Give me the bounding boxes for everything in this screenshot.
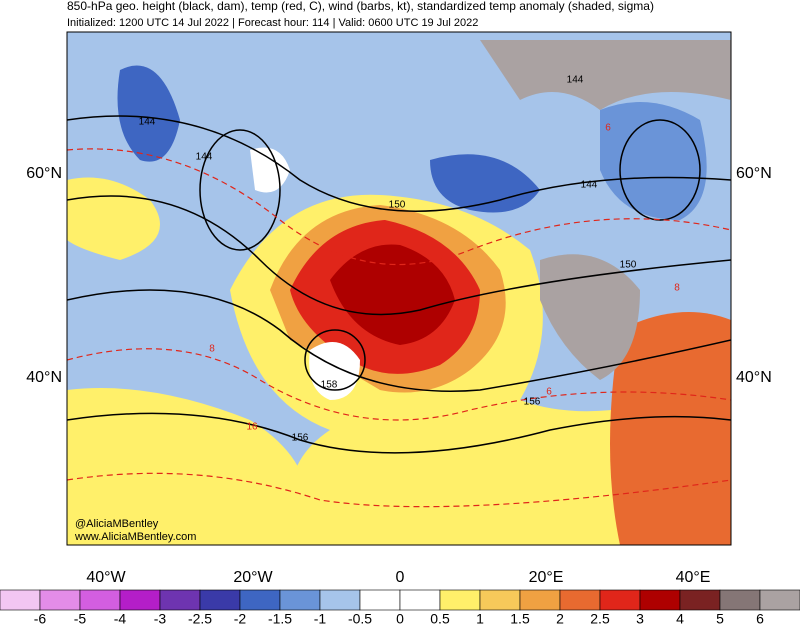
- subtitle: Initialized: 1200 UTC 14 Jul 2022 | Fore…: [67, 17, 478, 29]
- lon-label: 0: [396, 569, 405, 586]
- lat-label: 40°N: [736, 369, 772, 386]
- lat-label: 60°N: [736, 165, 772, 182]
- colorbar-box: [119, 589, 161, 611]
- colorbar-label: 1.5: [510, 611, 530, 627]
- colorbar-label: -1: [314, 611, 327, 627]
- colorbar-box: [319, 589, 361, 611]
- colorbar-box: [439, 589, 481, 611]
- colorbar-box: [239, 589, 281, 611]
- contour-label: 156: [292, 433, 309, 444]
- colorbar-label: -5: [74, 611, 87, 627]
- colorbar-box: [39, 589, 81, 611]
- colorbar-label: 3: [636, 611, 644, 627]
- colorbar-label: -1.5: [268, 611, 292, 627]
- lat-label: 40°N: [26, 369, 62, 386]
- contour-label: 156: [524, 397, 541, 408]
- colorbar-label: -2.5: [188, 611, 212, 627]
- colorbar-box: [519, 589, 561, 611]
- colorbar-label: 5: [716, 611, 724, 627]
- colorbar-box: [279, 589, 321, 611]
- colorbar-label: 1: [476, 611, 484, 627]
- colorbar-box: [79, 589, 121, 611]
- colorbar-label: 0.5: [430, 611, 450, 627]
- colorbar-label: 4: [676, 611, 684, 627]
- colorbar-box: [599, 589, 641, 611]
- colorbar-box: [479, 589, 521, 611]
- contour-label: 6: [546, 387, 552, 398]
- colorbar-box: [679, 589, 721, 611]
- contour-label: 144: [567, 75, 584, 86]
- contour-label: 8: [209, 344, 215, 355]
- credit: www.AliciaMBentley.com: [74, 531, 196, 543]
- colorbar-label: -2: [234, 611, 247, 627]
- colorbar-box: [199, 589, 241, 611]
- lon-label: 40°E: [676, 569, 711, 586]
- contour-label: 150: [620, 260, 637, 271]
- colorbar-label: 0: [396, 611, 404, 627]
- colorbar-label: -6: [34, 611, 47, 627]
- title: 850-hPa geo. height (black, dam), temp (…: [67, 0, 654, 13]
- colorbar-box: [559, 589, 601, 611]
- lon-label: 20°E: [529, 569, 564, 586]
- colorbar-label: 2: [556, 611, 564, 627]
- colorbar-box: [759, 589, 800, 611]
- colorbar-box: [359, 589, 401, 611]
- credit: @AliciaMBentley: [75, 518, 159, 530]
- colorbar-box: [0, 589, 41, 611]
- lat-label: 60°N: [26, 165, 62, 182]
- lon-label: 20°W: [233, 569, 273, 586]
- contour-label: 144: [196, 152, 213, 163]
- colorbar-box: [399, 589, 441, 611]
- colorbar-box: [719, 589, 761, 611]
- colorbar-label: -4: [114, 611, 127, 627]
- contour-label: 8: [674, 283, 680, 294]
- colorbar-label: -3: [154, 611, 167, 627]
- colorbar-label: 6: [756, 611, 764, 627]
- colorbar-label: 2.5: [590, 611, 610, 627]
- contour-label: 144: [581, 180, 598, 191]
- colorbar-box: [639, 589, 681, 611]
- lon-label: 40°W: [86, 569, 126, 586]
- colorbar-label: -0.5: [348, 611, 372, 627]
- contour-label: 6: [605, 123, 611, 134]
- contour-label: 144: [139, 117, 156, 128]
- contour-label: 16: [246, 422, 258, 433]
- map: [67, 32, 731, 545]
- map-frame: [66, 31, 732, 546]
- contour-label: 150: [389, 200, 406, 211]
- colorbar-box: [159, 589, 201, 611]
- contour-label: 158: [321, 380, 338, 391]
